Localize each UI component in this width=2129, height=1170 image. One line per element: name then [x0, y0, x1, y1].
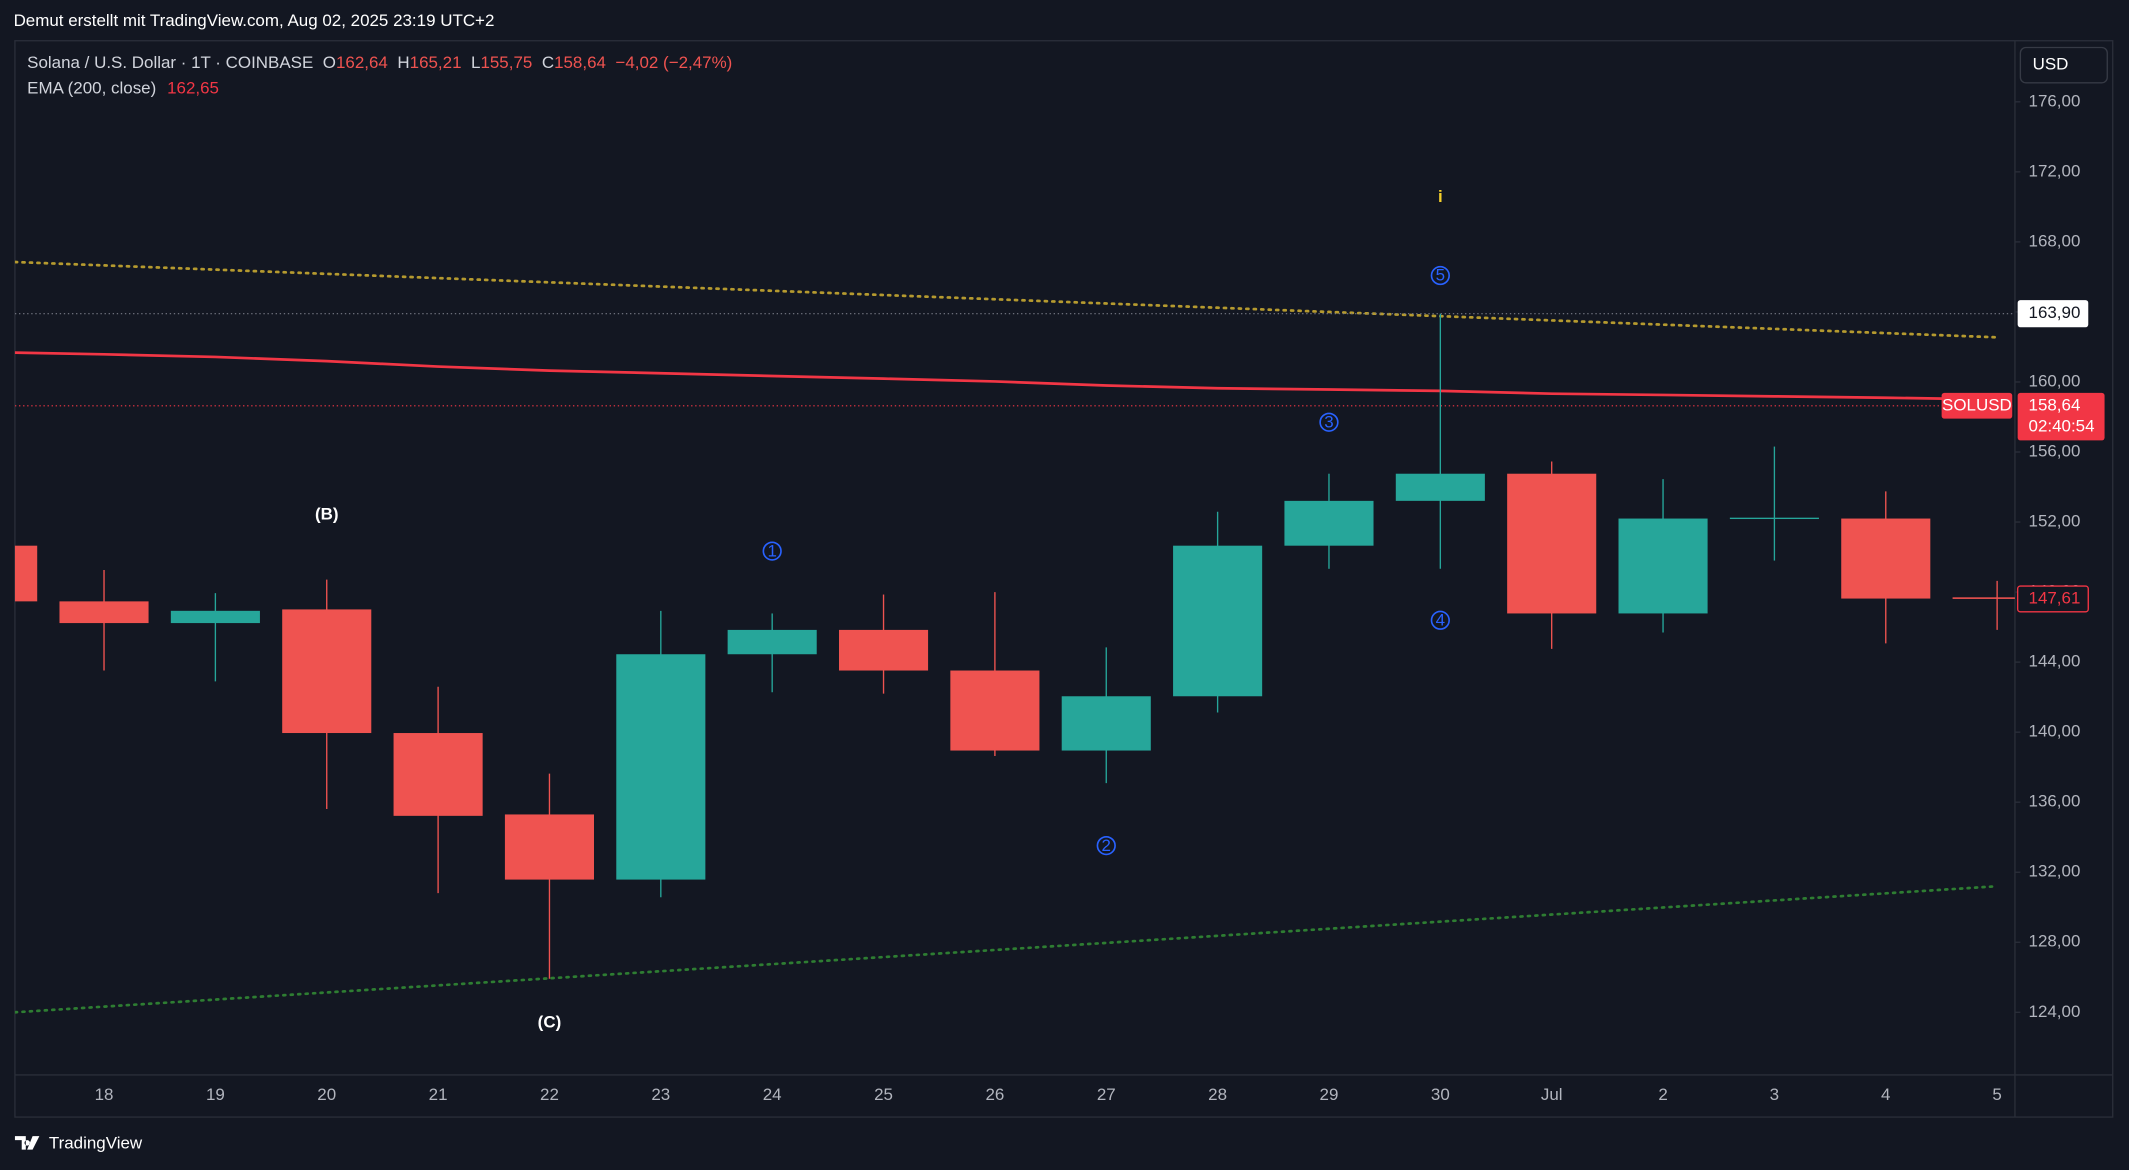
x-tick-label: 3 [1770, 1085, 1779, 1104]
x-tick-label: 24 [763, 1085, 782, 1104]
currency-button[interactable]: USD [2019, 46, 2108, 84]
wave-circle [1319, 412, 1339, 432]
ohlc-key: O [323, 53, 336, 72]
last-price-box [2017, 392, 2105, 441]
title: Solana / U.S. Dollar · 1T · COINBASE [27, 53, 313, 72]
ema-line [14, 351, 1998, 401]
countdown: 02:40:54 [2029, 416, 2095, 435]
wave-label: 2 [1102, 836, 1111, 855]
indicator-name: EMA (200, close) [27, 79, 156, 98]
x-tick-label: 22 [540, 1085, 559, 1104]
x-tick-label: 2 [1658, 1085, 1667, 1104]
x-tick-label: 20 [317, 1085, 336, 1104]
caption: Demut erstellt mit TradingView.com, Aug … [14, 11, 495, 30]
wave-label: 5 [1436, 266, 1445, 285]
x-tick-label: 19 [206, 1085, 225, 1104]
wave-label: (B) [315, 505, 339, 524]
wave-label: 1 [767, 541, 776, 560]
y-tick-label: 160,00 [2029, 371, 2081, 390]
candle-body [1061, 696, 1151, 751]
candle-body [1395, 473, 1485, 501]
price-label: 147,61 [2029, 588, 2081, 607]
y-tick-label: 168,00 [2029, 231, 2081, 250]
y-tick-label: 136,00 [2029, 792, 2081, 811]
candle-body [59, 601, 149, 624]
change: −4,02 (−2,47%) [615, 53, 732, 72]
trendline [14, 884, 1999, 1014]
candle-body [1618, 518, 1708, 614]
footer-logo: TradingView [14, 1134, 143, 1153]
plot-area: (B) (C) 1 2 3 4 5 i [14, 187, 2015, 1031]
trendline [14, 260, 1999, 339]
candle-body [504, 814, 595, 880]
x-tick-label: 29 [1320, 1085, 1339, 1104]
price-box [2016, 585, 2089, 613]
wave-circle [1430, 265, 1450, 286]
x-tick-label: Jul [1541, 1085, 1563, 1104]
y-tick-label: 176,00 [2029, 91, 2081, 110]
symbol-name: SOLUSD [1942, 395, 2012, 414]
candle-body [1729, 517, 1819, 520]
currency-button-box[interactable] [2019, 46, 2108, 84]
x-tick-label: 28 [1208, 1085, 1227, 1104]
logo-icon [14, 1136, 40, 1150]
y-tick-label: 152,00 [2029, 512, 2081, 531]
candle-body [1284, 500, 1374, 546]
indicator-legend: EMA (200, close) 162,65 [27, 79, 219, 98]
ohlc-value: 155,75 [480, 53, 532, 72]
wave-label: (C) [538, 1012, 562, 1031]
axes: 124,00128,00132,00136,00140,00144,00148,… [95, 91, 2105, 1104]
y-tick-label: 172,00 [2029, 161, 2081, 180]
currency-label[interactable]: USD [2033, 55, 2069, 74]
y-tick-label: 132,00 [2029, 862, 2081, 881]
ohlc-key: H [397, 53, 409, 72]
x-tick-label: 27 [1097, 1085, 1116, 1104]
candle-body [1507, 473, 1597, 614]
candle-body [14, 545, 38, 602]
last-price-label: 158,64 [2029, 395, 2081, 414]
x-tick-label: 30 [1431, 1085, 1450, 1104]
ohlc-value: 158,64 [554, 53, 606, 72]
candle-body [616, 654, 706, 880]
wave-label: i [1438, 187, 1443, 206]
candle-body [950, 670, 1040, 751]
x-tick-label: 18 [95, 1085, 114, 1104]
candle-body [282, 609, 372, 734]
indicator-value: 162,65 [167, 79, 219, 98]
ohlc-key: L [471, 53, 480, 72]
y-tick-label: 144,00 [2029, 652, 2081, 671]
wave-circle [1096, 835, 1116, 856]
y-tick-label: 124,00 [2029, 1002, 2081, 1021]
y-tick-label: 156,00 [2029, 441, 2081, 460]
symbol-tag [1941, 392, 2013, 419]
crosshair-price-box [2017, 300, 2089, 328]
candle-body [1173, 545, 1263, 697]
x-tick-label: 26 [985, 1085, 1004, 1104]
x-tick-label: 21 [429, 1085, 448, 1104]
ohlc-value: 162,64 [336, 53, 388, 72]
ohlc-key: C [542, 53, 554, 72]
candle-body [170, 610, 260, 624]
candle-body [727, 629, 817, 655]
y-tick-label: 128,00 [2029, 932, 2081, 951]
wave-circle [1430, 610, 1450, 630]
candle-body [1841, 518, 1931, 599]
wave-circle [762, 541, 782, 561]
x-tick-label: 4 [1881, 1085, 1890, 1104]
legend-line: Solana / U.S. Dollar · 1T · COINBASE O162… [27, 53, 732, 72]
crosshair-price-label: 163,90 [2029, 303, 2081, 322]
y-tick-label: 140,00 [2029, 722, 2081, 741]
wave-label: 3 [1324, 412, 1333, 431]
x-tick-label: 25 [874, 1085, 893, 1104]
ohlc-value: 165,21 [410, 53, 462, 72]
x-tick-label: 5 [1992, 1085, 2001, 1104]
logo-text: TradingView [49, 1134, 143, 1153]
wave-label: 4 [1436, 610, 1445, 629]
candle-body [393, 733, 483, 816]
x-tick-label: 23 [651, 1085, 670, 1104]
candle-body [838, 629, 929, 671]
candle-body [1952, 597, 2015, 599]
